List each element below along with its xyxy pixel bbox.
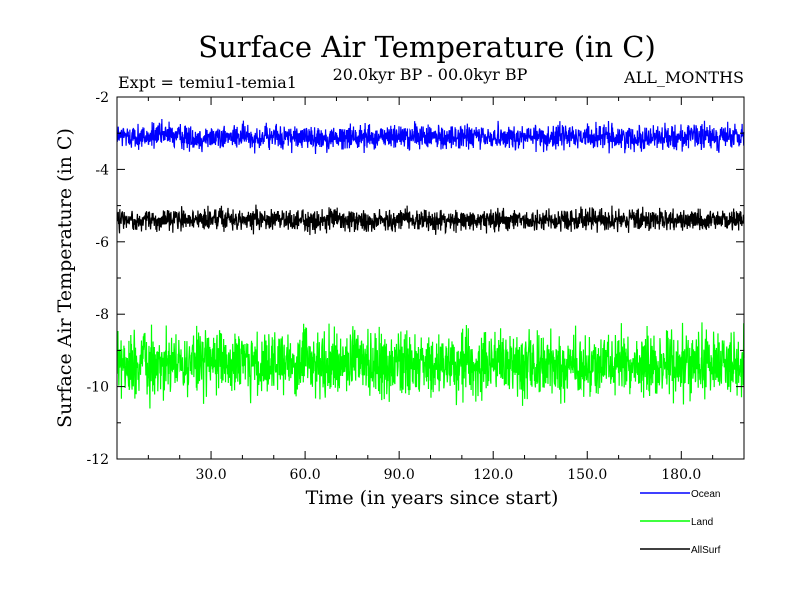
legend-label-land: Land <box>691 517 713 528</box>
series-line-land <box>116 322 745 409</box>
legend-label-allsurf: AllSurf <box>691 545 721 556</box>
x-tick-label: 120.0 <box>473 467 513 483</box>
x-axis-label: Time (in years since start) <box>306 487 559 509</box>
months-label: ALL_MONTHS <box>623 68 744 87</box>
x-tick-label: 150.0 <box>567 467 607 483</box>
x-tick-label: 60.0 <box>290 467 321 483</box>
y-tick-label: -10 <box>86 380 109 396</box>
y-tick-label: -6 <box>95 235 109 251</box>
plot-frame <box>116 96 745 460</box>
y-axis-label: Surface Air Temperature (in C) <box>54 128 76 428</box>
chart-subtitle: 20.0kyr BP - 00.0kyr BP <box>333 65 528 84</box>
y-tick-label: -12 <box>86 452 109 468</box>
series-group <box>116 119 745 409</box>
y-tick-label: -2 <box>95 90 109 106</box>
y-tick-label: -4 <box>95 162 109 178</box>
legend-label-ocean: Ocean <box>691 489 720 500</box>
series-line-allsurf <box>116 204 745 236</box>
experiment-label: Expt = temiu1-temia1 <box>118 73 297 92</box>
legend: Ocean Land AllSurf <box>640 489 721 556</box>
x-tick-label: 90.0 <box>384 467 415 483</box>
x-axis-ticks: 30.0 60.0 90.0 120.0 150.0 180.0 <box>147 97 714 483</box>
series-line-ocean <box>116 119 745 154</box>
y-tick-label: -8 <box>95 307 109 323</box>
y-axis-ticks: -2 -4 -6 -8 -10 -12 <box>86 90 744 468</box>
chart-title: Surface Air Temperature (in C) <box>198 30 656 64</box>
x-tick-label: 30.0 <box>195 467 226 483</box>
x-tick-label: 180.0 <box>661 467 701 483</box>
